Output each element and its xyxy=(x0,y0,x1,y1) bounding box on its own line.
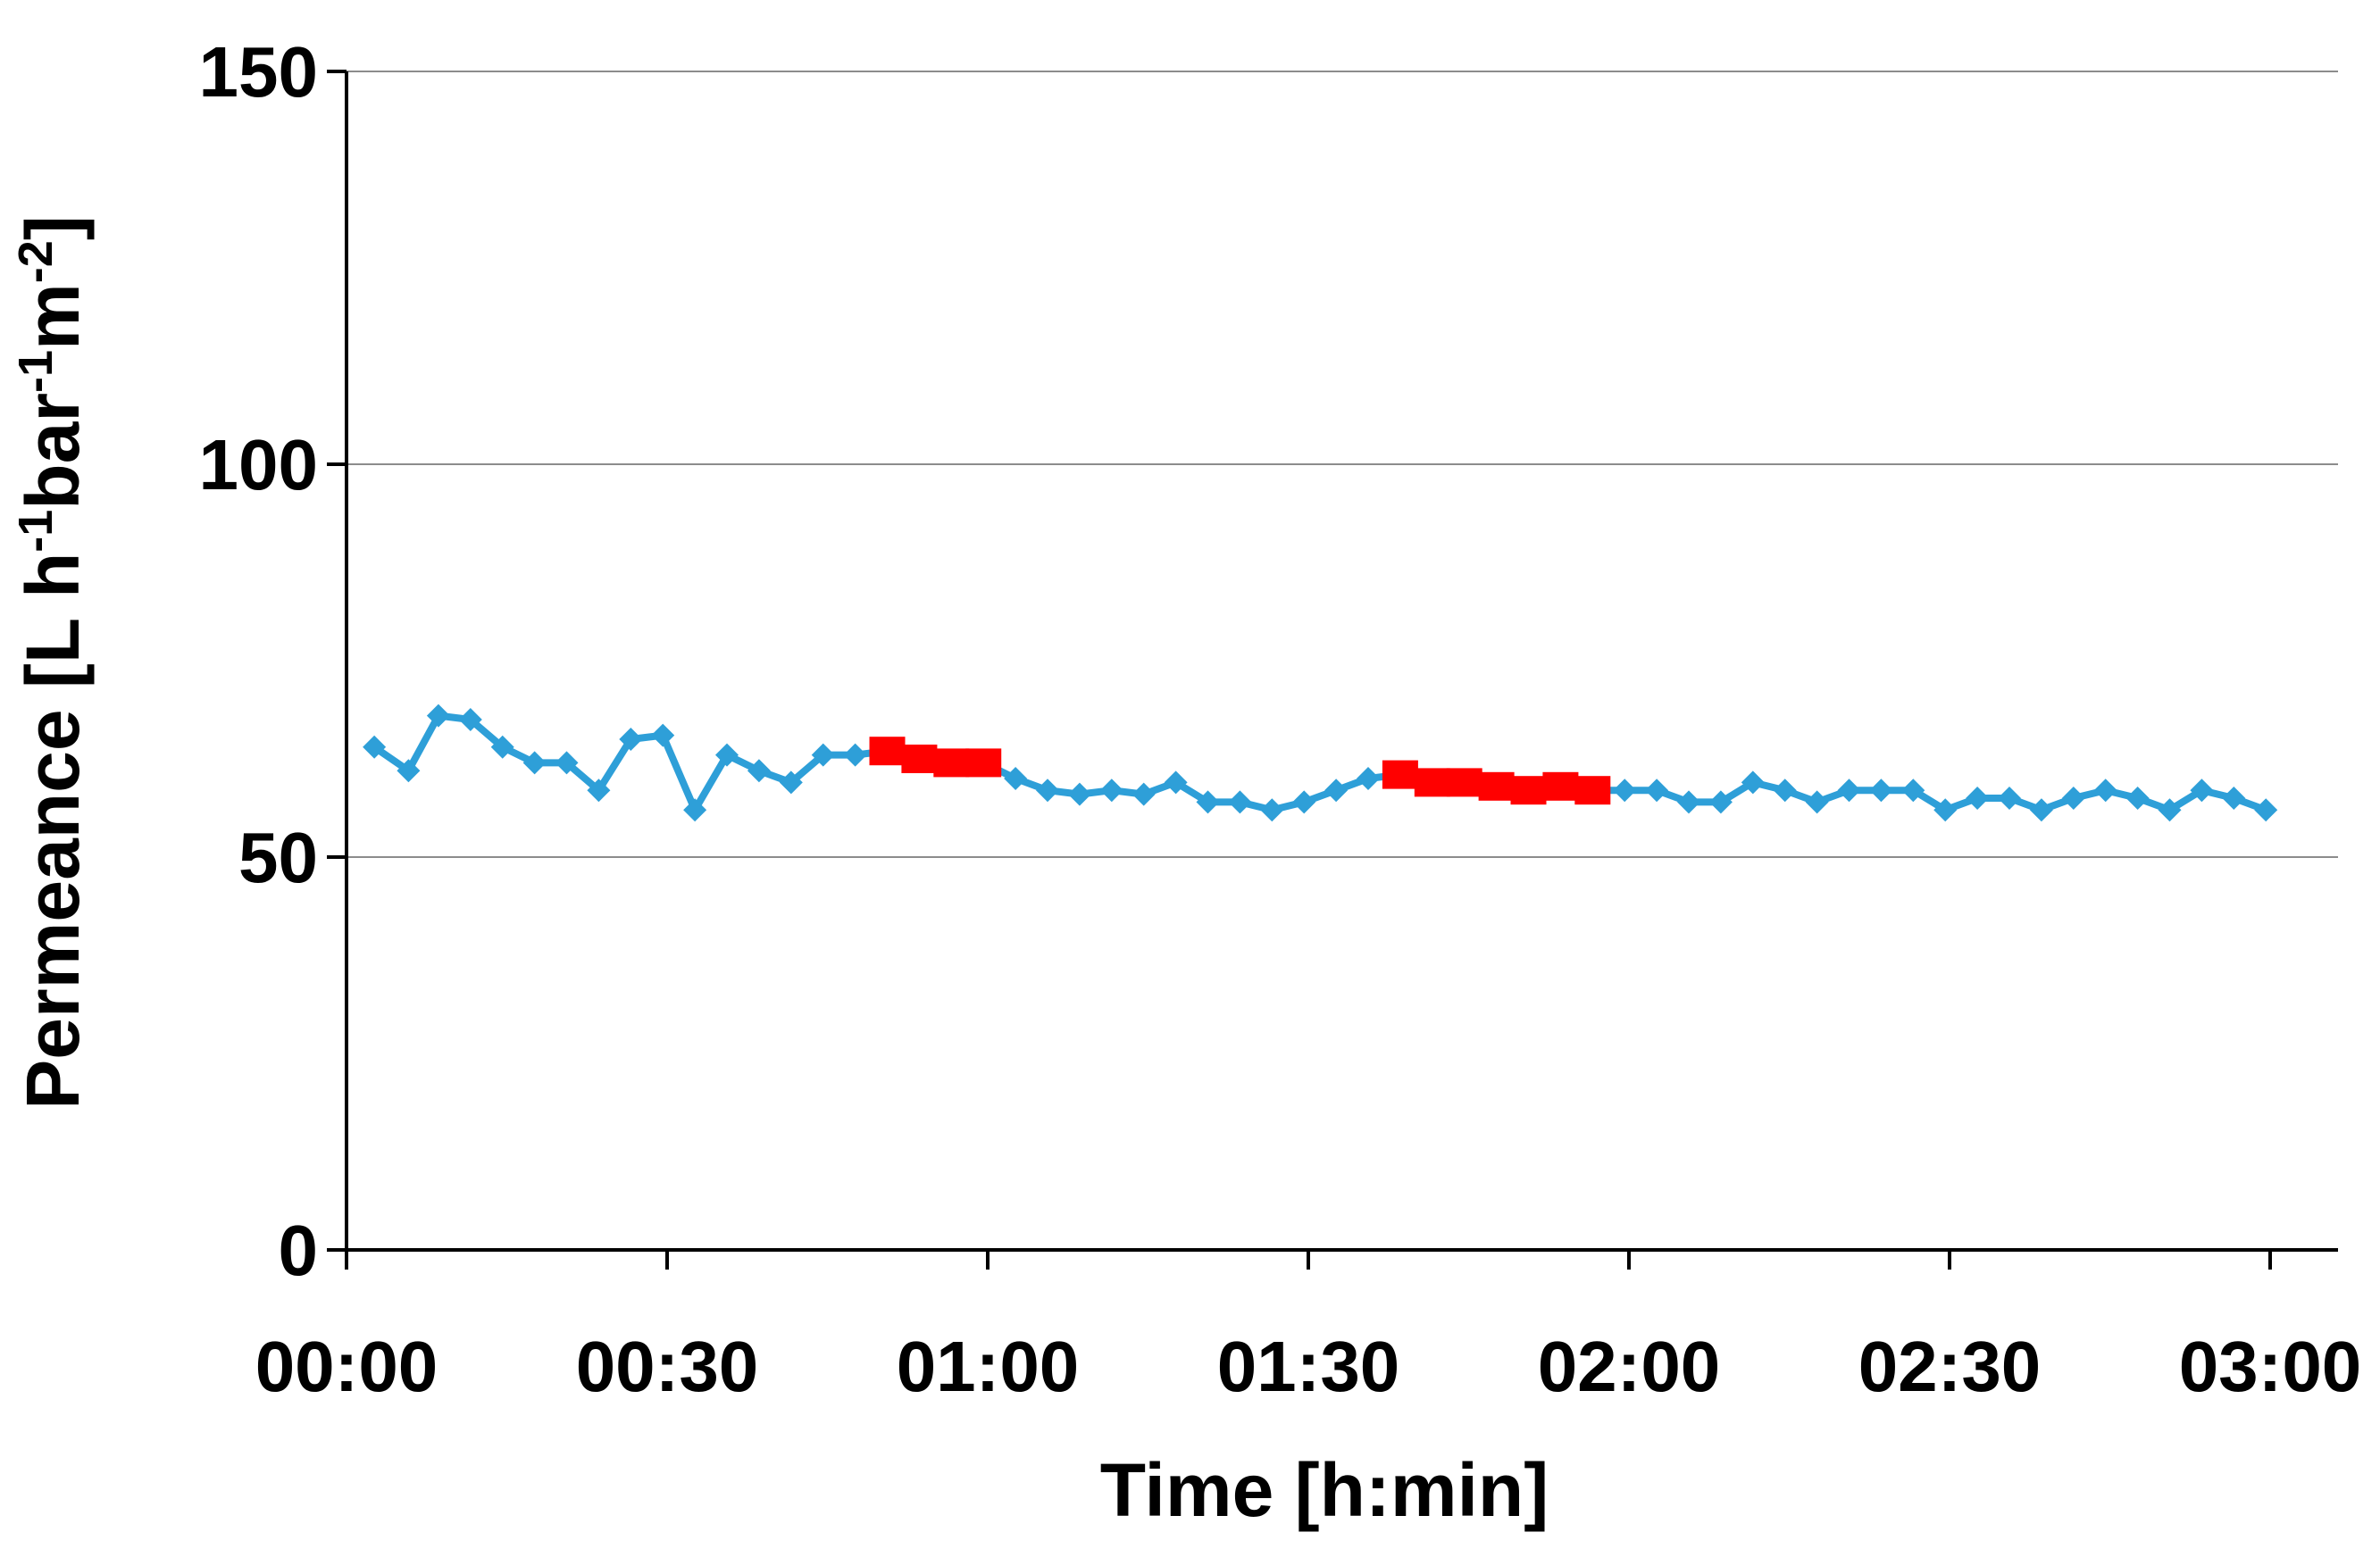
data-point xyxy=(397,759,421,783)
gridlines xyxy=(347,71,2338,858)
data-point xyxy=(811,743,835,767)
data-point xyxy=(1099,779,1123,803)
data-point xyxy=(1613,779,1637,803)
data-series xyxy=(363,704,2278,822)
data-point xyxy=(1966,787,1990,810)
x-axis-title: Time [h:min] xyxy=(1100,1448,1549,1532)
highlighted-point xyxy=(933,748,970,778)
data-point xyxy=(363,735,387,759)
highlighted-point xyxy=(1510,776,1547,805)
data-point xyxy=(1869,779,1893,803)
tick-labels: 0 50 100 150 00:00 00:30 01:00 01:30 02:00 02:30 0… xyxy=(199,32,2362,1406)
data-point xyxy=(1677,790,1701,814)
data-point xyxy=(1260,798,1284,822)
y-tick-label: 50 xyxy=(238,818,318,897)
y-tick-label: 0 xyxy=(279,1211,319,1290)
data-point xyxy=(1132,782,1156,806)
data-point xyxy=(1645,779,1669,803)
highlighted-point xyxy=(1446,768,1482,797)
data-point xyxy=(555,751,579,775)
data-point xyxy=(2222,787,2246,810)
data-point xyxy=(1773,779,1797,803)
highlighted-point xyxy=(965,748,1002,778)
y-tick-label: 150 xyxy=(199,32,318,112)
y-axis-title-superscript: -1 xyxy=(9,350,63,393)
data-point xyxy=(1324,779,1349,803)
data-point xyxy=(2029,798,2053,822)
x-tick-label: 01:00 xyxy=(897,1327,1080,1406)
data-point xyxy=(683,798,707,822)
y-axis-title-segment: ] xyxy=(11,215,95,240)
data-point xyxy=(426,704,450,728)
x-tick-label: 02:00 xyxy=(1538,1327,1721,1406)
data-point xyxy=(1164,770,1188,795)
data-point xyxy=(1933,798,1958,822)
data-point xyxy=(747,759,771,783)
y-axis-title-segment: bar xyxy=(11,393,95,510)
data-point xyxy=(1998,787,2022,810)
data-point xyxy=(619,728,643,751)
data-point xyxy=(2093,779,2117,803)
x-tick-label: 02:30 xyxy=(1858,1327,2042,1406)
data-point xyxy=(2125,787,2150,810)
highlighted-point xyxy=(1542,771,1579,801)
data-point xyxy=(522,751,547,775)
data-point xyxy=(1805,790,1829,814)
y-axis-title-segment: Permeance [L h xyxy=(11,553,95,1110)
highlighted-point xyxy=(1478,771,1515,801)
highlighted-point xyxy=(1574,776,1611,805)
data-point xyxy=(1837,779,1861,803)
y-axis-title-segment: m xyxy=(11,283,95,350)
data-point xyxy=(2061,787,2085,810)
highlighted-point xyxy=(1414,768,1450,797)
data-point xyxy=(2190,779,2214,803)
x-tick-label: 00:00 xyxy=(255,1327,438,1406)
y-axis-title: Permeance [L h-1bar-1m-2] xyxy=(9,215,95,1110)
data-point xyxy=(2254,798,2278,822)
data-point xyxy=(1067,782,1091,806)
data-point xyxy=(2158,798,2182,822)
data-point xyxy=(1228,790,1252,814)
highlighted-points xyxy=(869,737,1611,805)
data-point xyxy=(1292,790,1316,814)
data-point xyxy=(458,708,482,731)
y-tick-label: 100 xyxy=(199,425,318,504)
data-point xyxy=(1708,790,1733,814)
highlighted-point xyxy=(869,737,906,766)
x-tick-label: 01:30 xyxy=(1217,1327,1400,1406)
x-tick-label: 03:00 xyxy=(2179,1327,2362,1406)
data-point xyxy=(1196,790,1220,814)
data-point xyxy=(1741,770,1765,795)
data-point xyxy=(651,723,675,747)
data-point xyxy=(1901,779,1925,803)
highlighted-point xyxy=(1382,760,1418,789)
data-point xyxy=(1036,779,1060,803)
data-point xyxy=(715,743,739,767)
data-point xyxy=(1357,767,1381,790)
y-axis-title-superscript: -2 xyxy=(9,240,63,283)
highlighted-point xyxy=(901,745,938,773)
data-point xyxy=(587,779,611,803)
axes xyxy=(327,70,2338,1270)
y-axis-title-superscript: -1 xyxy=(9,510,63,553)
data-point xyxy=(779,770,803,795)
data-point xyxy=(490,735,514,759)
data-point xyxy=(1004,767,1028,790)
data-point xyxy=(843,743,867,767)
x-tick-label: 00:30 xyxy=(576,1327,759,1406)
